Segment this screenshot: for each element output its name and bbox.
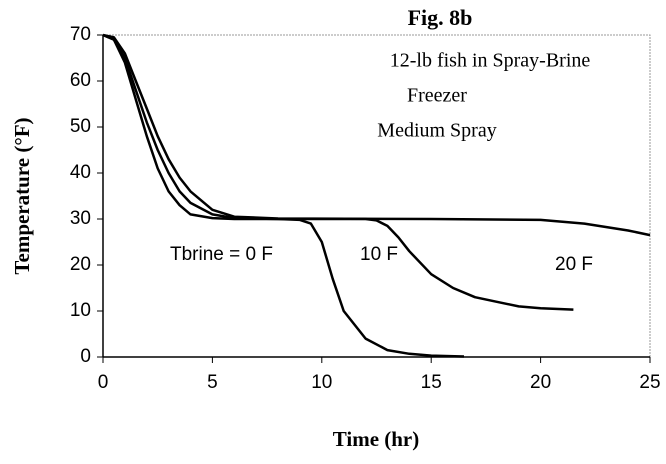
- y-tick-label: 10: [70, 300, 91, 321]
- series-line: [102, 33, 465, 358]
- y-tick-label: 0: [80, 346, 91, 367]
- x-tick-label: 20: [530, 372, 551, 393]
- y-tick-label: 20: [70, 254, 91, 275]
- series-label: 20 F: [555, 254, 593, 275]
- x-tick-label: 5: [207, 372, 218, 393]
- x-axis-label: Time (hr): [333, 427, 420, 451]
- y-tick-label: 50: [70, 116, 91, 137]
- series-label: Tbrine = 0 F: [170, 244, 273, 265]
- annotation: 12-lb fish in Spray-Brine: [390, 50, 591, 72]
- series-line: [102, 33, 651, 237]
- y-tick-label: 70: [70, 24, 91, 45]
- x-tick-label: 0: [98, 372, 109, 393]
- series-label: 10 F: [360, 244, 398, 265]
- x-tick-label: 15: [421, 372, 442, 393]
- annotation: Medium Spray: [377, 120, 496, 142]
- y-tick-label: 60: [70, 70, 91, 91]
- y-axis-label: Temperature (°F): [10, 117, 34, 274]
- annotation: Freezer: [407, 85, 467, 107]
- chart-title: Fig. 8b: [408, 5, 473, 30]
- y-tick-label: 30: [70, 208, 91, 229]
- series-line: [102, 33, 574, 311]
- x-tick-label: 25: [639, 372, 660, 393]
- y-tick-label: 40: [70, 162, 91, 183]
- x-tick-label: 10: [311, 372, 332, 393]
